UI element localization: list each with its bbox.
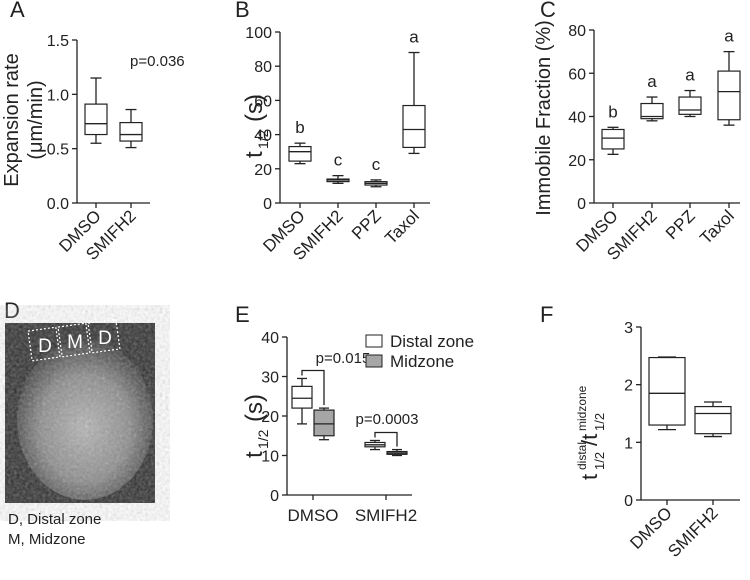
panel-label: B (235, 0, 250, 22)
zone-label: D (38, 336, 52, 357)
box (717, 70, 741, 121)
y-axis-title-part: t (241, 451, 268, 458)
x-tick-label: Taxol (696, 206, 737, 247)
y-tick-label: 0 (263, 196, 272, 213)
y-tick-label: 80 (568, 23, 586, 40)
zone-label: D (98, 328, 112, 349)
y-axis-title-part: distal (575, 442, 589, 470)
caption: M, Midzone (8, 531, 86, 548)
box (288, 145, 312, 162)
y-axis-title-part: t (577, 474, 602, 480)
caption: D, Distal zone (8, 511, 101, 528)
panel-label: A (10, 0, 25, 22)
micrograph-noise (5, 323, 155, 503)
group-letter: c (372, 155, 381, 174)
y-tick-label: 20 (261, 409, 279, 426)
panel-label: C (540, 0, 556, 22)
y-tick-label: 40 (254, 128, 272, 145)
y-tick-label: 1 (624, 435, 633, 452)
group-letter: a (685, 66, 695, 85)
x-tick-label: DMSO (288, 506, 339, 525)
y-axis-title-part: 1/2 (592, 413, 607, 431)
y-axis-title-part: Expansion rate (1, 53, 23, 186)
group-letter: a (724, 27, 734, 46)
box (84, 103, 108, 136)
y-axis-title: t 1/2 (s) (241, 94, 271, 158)
annotation: p=0.015 (316, 350, 371, 367)
box (648, 356, 686, 426)
panel-label: D (4, 298, 20, 323)
box (694, 405, 732, 435)
y-tick-label: 40 (568, 110, 586, 127)
y-tick-label: 0 (270, 488, 279, 505)
y-tick-label: 0 (624, 493, 633, 510)
box (402, 104, 426, 149)
zone-label: M (67, 332, 83, 353)
legend-label: Distal zone (390, 332, 474, 351)
box (640, 102, 664, 120)
y-tick-label: 30 (261, 370, 279, 387)
y-tick-label: 2 (624, 378, 633, 395)
bracket (301, 369, 325, 406)
y-axis-title-part: midzone (575, 385, 589, 431)
annotation: p=0.036 (130, 53, 185, 70)
y-axis-title-part: (s) (241, 394, 268, 422)
zone-box (27, 326, 61, 362)
x-tick-label: PPZ (348, 206, 385, 243)
group-letter: a (409, 28, 419, 47)
annotation: p=0.0003 (356, 411, 419, 428)
y-tick-label: 60 (254, 93, 272, 110)
group-letter: b (295, 118, 304, 137)
y-tick-label: 1.0 (47, 87, 69, 104)
legend-swatch (365, 334, 383, 348)
y-axis-title-part: 1/2 (592, 452, 607, 470)
y-axis-title: t 1/2 (s) (241, 394, 271, 458)
x-tick-label: SMIFH2 (664, 503, 722, 561)
panel-label: F (540, 302, 553, 327)
group-letter: b (608, 102, 617, 121)
y-tick-label: 0.5 (47, 142, 69, 159)
x-tick-label: SMIFH2 (355, 506, 417, 525)
x-tick-label: PPZ (662, 206, 699, 243)
y-tick-label: 3 (624, 320, 633, 337)
box (313, 409, 335, 437)
bracket (374, 431, 398, 447)
legend-swatch (365, 354, 383, 368)
y-tick-label: 20 (254, 162, 272, 179)
y-axis-title-part: Immobile Fraction (%) (533, 20, 555, 216)
box (601, 128, 625, 150)
y-tick-label: 40 (261, 330, 279, 347)
y-axis-title-part: (s) (241, 94, 268, 122)
image-panel: D D M D D, Distal zone M, Midzone (4, 298, 155, 548)
y-tick-label: 1.5 (47, 33, 69, 50)
group-letter: a (647, 72, 657, 91)
y-tick-label: 100 (245, 25, 272, 42)
y-axis-title-part: (μm/min) (25, 80, 47, 159)
legend-label: Midzone (390, 352, 454, 371)
y-tick-label: 60 (568, 66, 586, 83)
y-axis-title: Expansion rate (μm/min) (1, 53, 47, 186)
box (119, 121, 143, 142)
y-tick-label: 0.0 (47, 196, 69, 213)
y-axis-title-part: t (241, 151, 268, 158)
box (291, 385, 313, 409)
y-axis-title-part: 1/2 (255, 129, 271, 149)
box (678, 96, 702, 115)
y-axis-title-part: /t (577, 434, 602, 446)
x-tick-label: Taxol (381, 206, 422, 247)
y-tick-label: 20 (568, 153, 586, 170)
y-tick-label: 0 (577, 196, 586, 213)
panel-label: E (235, 302, 250, 327)
y-axis-title-part: 1/2 (255, 429, 271, 449)
y-axis-title: Immobile Fraction (%) (533, 20, 555, 216)
group-letter: c (334, 151, 343, 170)
y-tick-label: 80 (254, 59, 272, 76)
y-tick-label: 10 (261, 449, 279, 466)
